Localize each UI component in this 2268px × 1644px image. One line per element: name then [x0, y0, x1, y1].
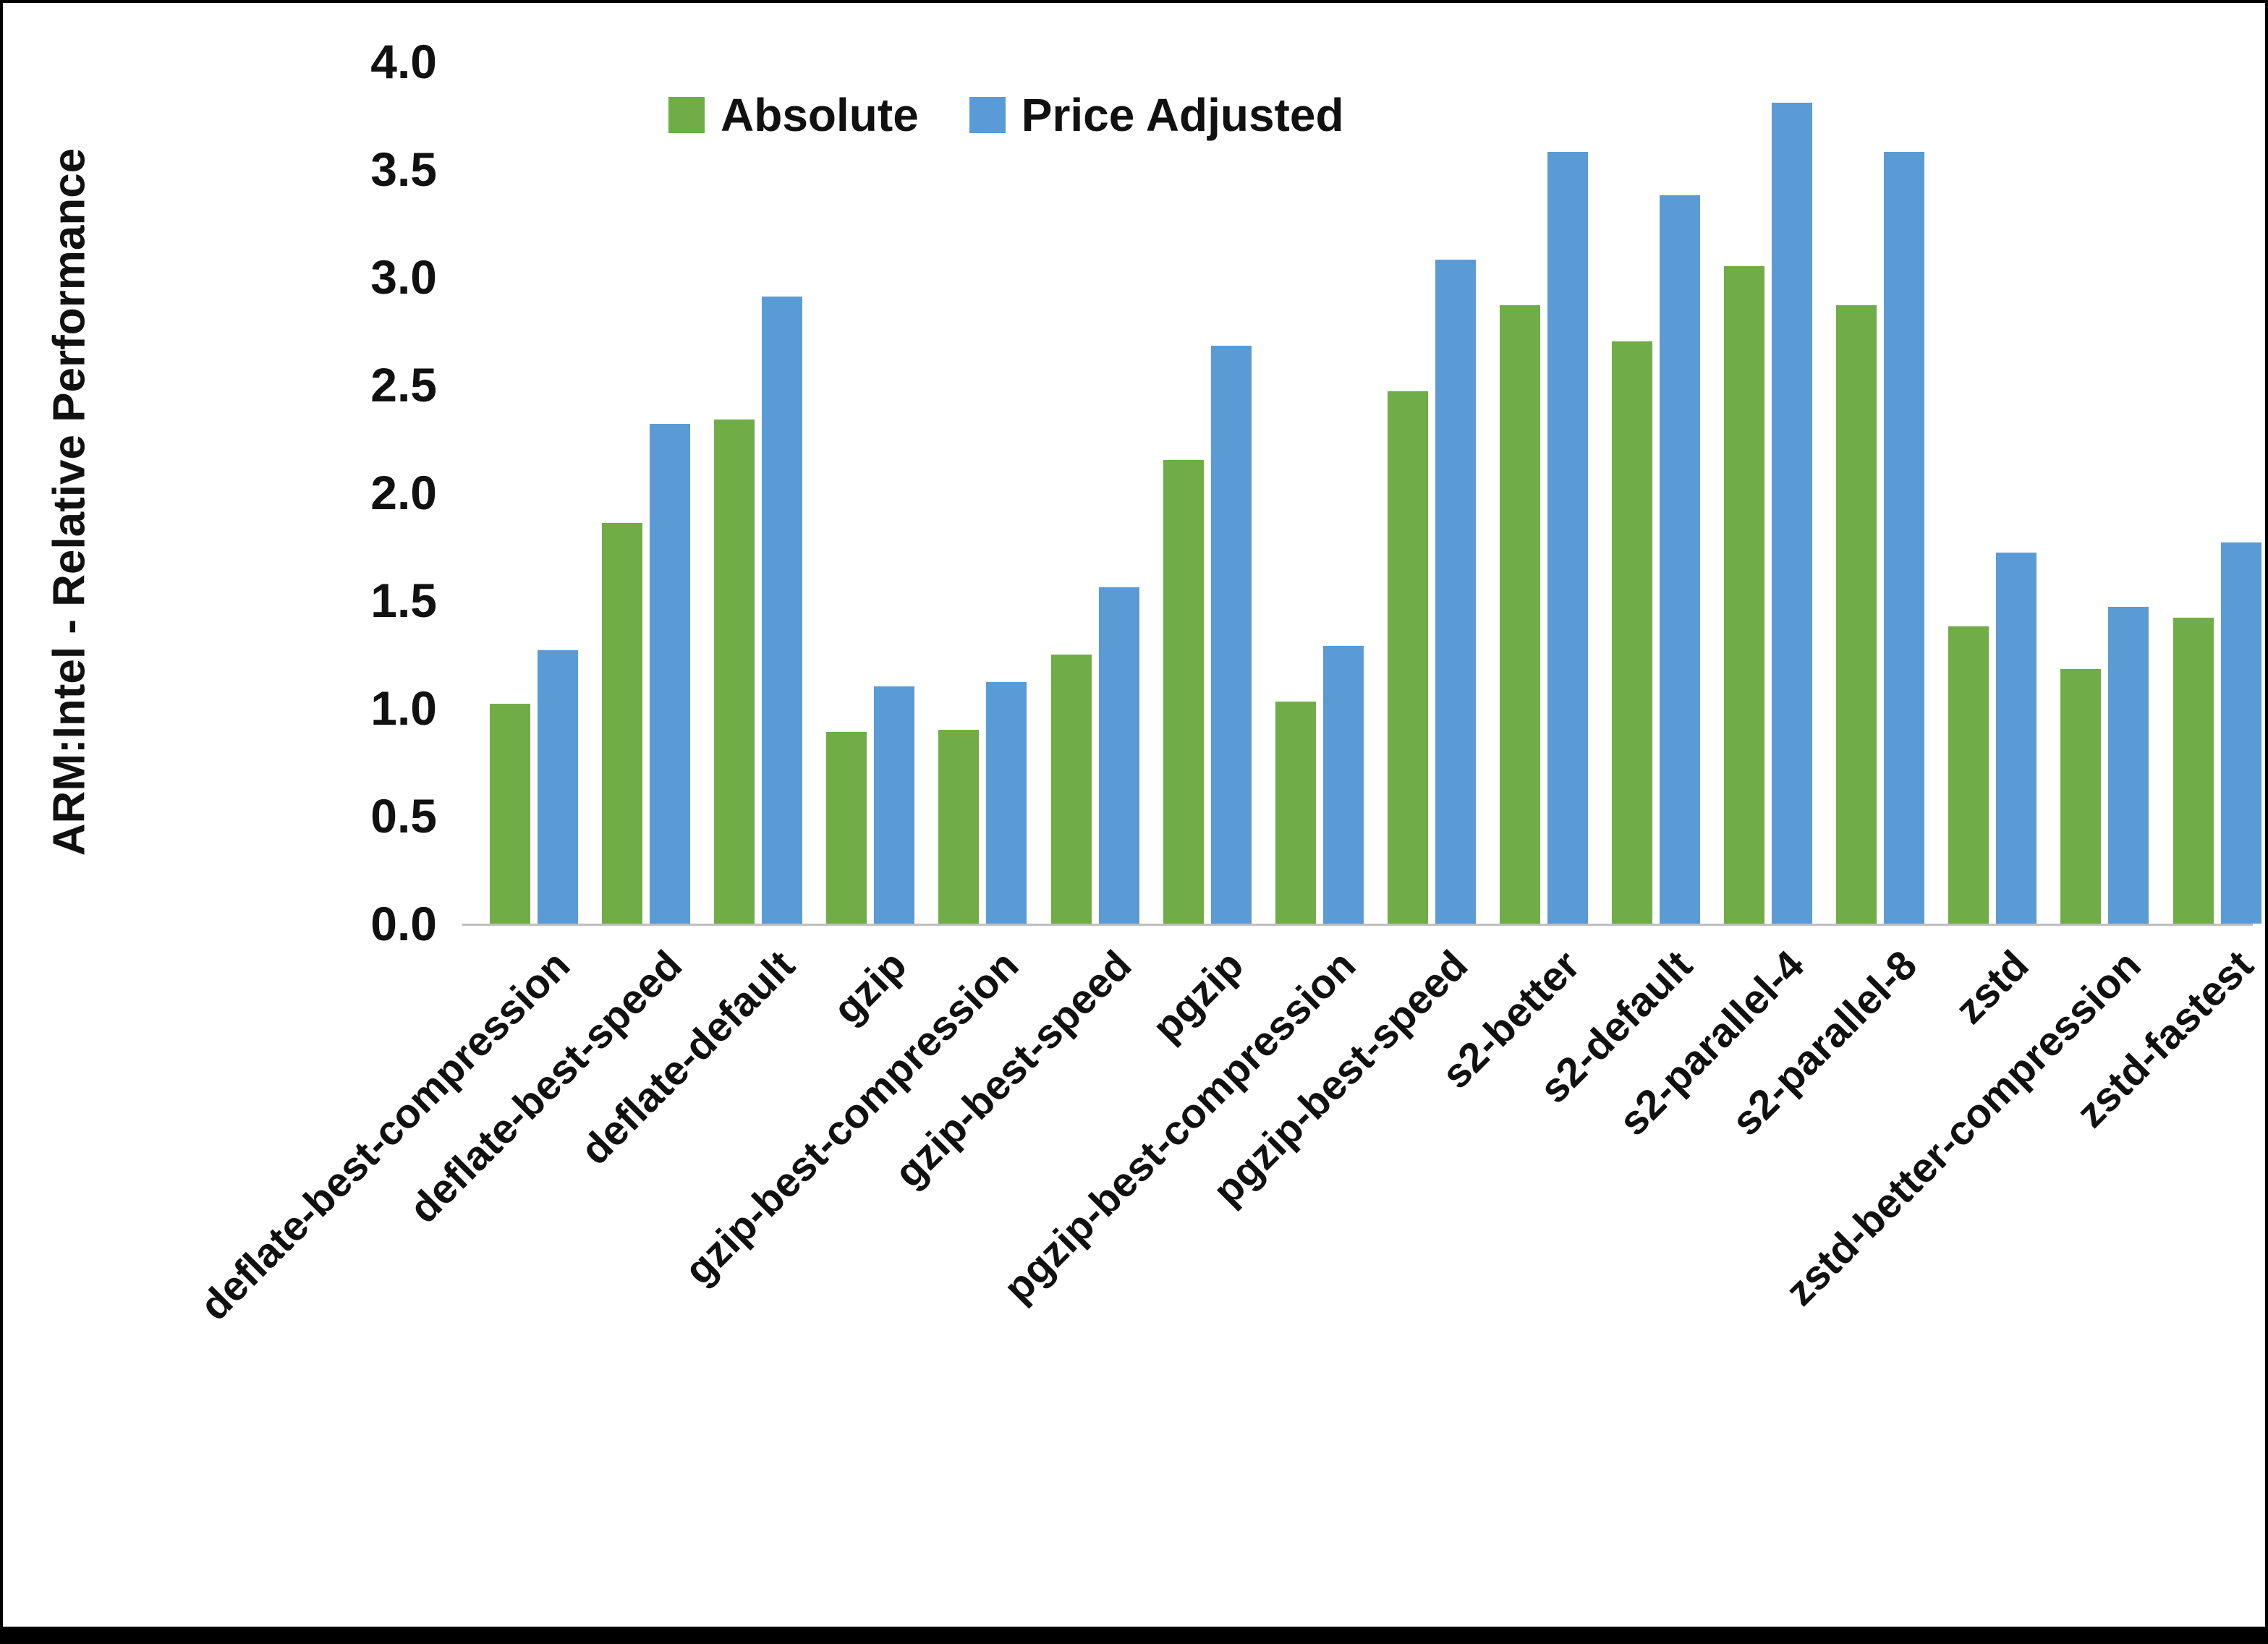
- x-category-label-pgzip: pgzip: [1143, 942, 1253, 1051]
- legend-item-price-adjusted: Price Adjusted: [969, 88, 1344, 142]
- y-tick-label: 1.0: [370, 681, 437, 735]
- bar-chart: ARM:Intel - Relative Performance Absolut…: [3, 3, 2265, 1641]
- bar-absolute-s2-parallel-8: [1836, 304, 1877, 924]
- bar-price-adjusted-pgzip-best-speed: [1435, 260, 1476, 924]
- bottom-border-bar: [3, 1627, 2265, 1641]
- bar-absolute-s2-better: [1499, 304, 1540, 924]
- bar-price-adjusted-zstd-fastest: [2220, 542, 2261, 924]
- bar-absolute-gzip: [826, 731, 867, 924]
- y-tick-label: 1.5: [370, 574, 437, 627]
- legend-item-absolute: Absolute: [668, 88, 919, 142]
- bar-absolute-zstd: [1948, 626, 1989, 924]
- bar-price-adjusted-s2-parallel-4: [1772, 102, 1813, 924]
- bar-price-adjusted-zstd: [1996, 553, 2037, 924]
- bar-absolute-zstd-better-compression: [2060, 669, 2102, 924]
- bar-price-adjusted-deflate-default: [762, 296, 803, 924]
- bar-price-adjusted-zstd-better-compression: [2108, 606, 2149, 924]
- bar-absolute-pgzip: [1163, 460, 1204, 924]
- legend-label-price-adjusted: Price Adjusted: [1021, 89, 1344, 141]
- legend-swatch-absolute: [668, 97, 705, 133]
- legend: Absolute Price Adjusted: [668, 88, 1344, 142]
- bar-price-adjusted-pgzip: [1210, 346, 1252, 924]
- y-tick-label: 3.5: [370, 142, 437, 196]
- bar-absolute-gzip-best-speed: [1050, 654, 1092, 924]
- bar-absolute-pgzip-best-compression: [1275, 702, 1316, 924]
- bar-absolute-deflate-default: [714, 419, 755, 924]
- bar-absolute-s2-default: [1612, 341, 1652, 924]
- bar-absolute-deflate-best-speed: [602, 522, 643, 924]
- bar-price-adjusted-s2-default: [1660, 195, 1700, 924]
- legend-swatch-price-adjusted: [969, 97, 1006, 133]
- bar-absolute-deflate-best-compression: [490, 704, 530, 924]
- bar-price-adjusted-deflate-best-compression: [538, 649, 578, 924]
- x-axis-line: [462, 924, 2253, 926]
- y-tick-label: 2.5: [370, 358, 437, 412]
- bar-price-adjusted-s2-better: [1547, 152, 1588, 924]
- bar-price-adjusted-gzip-best-compression: [986, 682, 1027, 924]
- y-tick-label: 4.0: [370, 35, 437, 88]
- bar-price-adjusted-gzip: [874, 686, 915, 924]
- bar-absolute-s2-parallel-4: [1724, 266, 1765, 924]
- bar-absolute-zstd-fastest: [2173, 617, 2214, 924]
- y-tick-label: 2.0: [370, 466, 437, 519]
- bar-absolute-pgzip-best-speed: [1387, 391, 1428, 924]
- legend-label-absolute: Absolute: [721, 89, 919, 141]
- bar-absolute-gzip-best-compression: [938, 729, 980, 924]
- y-axis-title: ARM:Intel - Relative Performance: [44, 148, 95, 856]
- bar-price-adjusted-pgzip-best-compression: [1322, 645, 1364, 924]
- bar-price-adjusted-deflate-best-speed: [650, 423, 691, 924]
- x-category-label-gzip: gzip: [824, 942, 916, 1034]
- x-category-label-deflate-default: deflate-default: [571, 942, 804, 1174]
- x-category-label-zstd: zstd: [1946, 942, 2038, 1034]
- y-tick-label: 3.0: [370, 250, 437, 304]
- y-tick-label: 0.0: [370, 897, 437, 950]
- bar-price-adjusted-s2-parallel-8: [1884, 152, 1925, 924]
- bar-price-adjusted-gzip-best-speed: [1098, 587, 1139, 924]
- y-tick-label: 0.5: [370, 789, 437, 843]
